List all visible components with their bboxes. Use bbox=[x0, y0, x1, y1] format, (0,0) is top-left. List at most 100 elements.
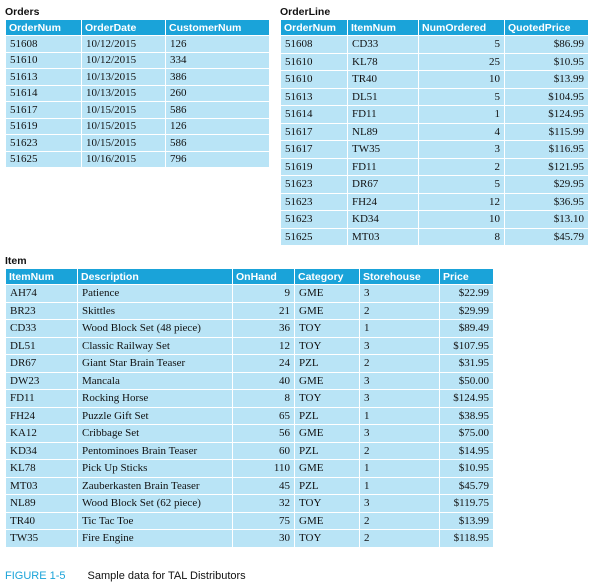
cell-onhand: 30 bbox=[232, 529, 295, 548]
cell-price: $38.95 bbox=[439, 406, 494, 425]
table-row: DW23 Mancala 40 GME 3 $50.00 bbox=[5, 371, 494, 390]
cell-description: Classic Railway Set bbox=[77, 336, 233, 355]
cell-itemnum: FH24 bbox=[5, 406, 78, 425]
cell-onhand: 12 bbox=[232, 336, 295, 355]
cell-description: Puzzle Gift Set bbox=[77, 406, 233, 425]
cell-ordernum: 51623 bbox=[5, 134, 82, 152]
cell-category: PZL bbox=[294, 441, 360, 460]
cell-price: $14.95 bbox=[439, 441, 494, 460]
cell-itemnum: TW35 bbox=[347, 140, 419, 159]
cell-description: Pick Up Sticks bbox=[77, 459, 233, 478]
cell-description: Pentominoes Brain Teaser bbox=[77, 441, 233, 460]
table-row: 51614 FD11 1 $124.95 bbox=[280, 105, 589, 124]
figure-caption-text: Sample data for TAL Distributors bbox=[87, 570, 246, 582]
cell-itemnum: MT03 bbox=[5, 476, 78, 495]
cell-ordernum: 51617 bbox=[5, 101, 82, 119]
cell-itemnum: FD11 bbox=[5, 389, 78, 408]
cell-price: $107.95 bbox=[439, 336, 494, 355]
cell-customernum: 586 bbox=[165, 101, 270, 119]
cell-itemnum: DL51 bbox=[5, 336, 78, 355]
cell-price: $22.99 bbox=[439, 284, 494, 303]
cell-description: Fire Engine bbox=[77, 529, 233, 548]
cell-customernum: 126 bbox=[165, 35, 270, 53]
table-row: AH74 Patience 9 GME 3 $22.99 bbox=[5, 284, 494, 303]
cell-category: TOY bbox=[294, 494, 360, 513]
table-row: KL78 Pick Up Sticks 110 GME 1 $10.95 bbox=[5, 459, 494, 478]
cell-storehouse: 1 bbox=[359, 319, 440, 338]
cell-itemnum: NL89 bbox=[5, 494, 78, 513]
cell-category: TOY bbox=[294, 389, 360, 408]
column-header-ordernum: OrderNum bbox=[5, 19, 82, 36]
cell-category: TOY bbox=[294, 319, 360, 338]
table-row: 51610 10/12/2015 334 bbox=[5, 51, 270, 69]
cell-orderdate: 10/13/2015 bbox=[81, 84, 166, 102]
cell-ordernum: 51608 bbox=[280, 35, 348, 54]
cell-orderdate: 10/15/2015 bbox=[81, 101, 166, 119]
column-header-ordernum: OrderNum bbox=[280, 19, 348, 36]
cell-price: $119.75 bbox=[439, 494, 494, 513]
cell-price: $10.95 bbox=[439, 459, 494, 478]
cell-ordernum: 51623 bbox=[280, 175, 348, 194]
cell-itemnum: KL78 bbox=[5, 459, 78, 478]
cell-itemnum: KD34 bbox=[5, 441, 78, 460]
cell-itemnum: BR23 bbox=[5, 301, 78, 320]
cell-itemnum: KL78 bbox=[347, 52, 419, 71]
cell-customernum: 796 bbox=[165, 150, 270, 168]
cell-description: Mancala bbox=[77, 371, 233, 390]
cell-ordernum: 51614 bbox=[280, 105, 348, 124]
cell-price: $50.00 bbox=[439, 371, 494, 390]
cell-ordernum: 51614 bbox=[5, 84, 82, 102]
table-row: 51617 TW35 3 $116.95 bbox=[280, 140, 589, 159]
orders-table-title: Orders bbox=[5, 6, 40, 18]
cell-storehouse: 3 bbox=[359, 336, 440, 355]
cell-category: PZL bbox=[294, 476, 360, 495]
column-header-description: Description bbox=[77, 268, 233, 285]
cell-customernum: 126 bbox=[165, 117, 270, 135]
column-header-storehouse: Storehouse bbox=[359, 268, 440, 285]
cell-numordered: 5 bbox=[418, 175, 505, 194]
table-row: 51619 FD11 2 $121.95 bbox=[280, 157, 589, 176]
cell-storehouse: 3 bbox=[359, 389, 440, 408]
table-row: 51623 KD34 10 $13.10 bbox=[280, 210, 589, 229]
orders-table-block: Orders OrderNum OrderDate CustomerNum 5160… bbox=[5, 6, 270, 168]
cell-quotedprice: $104.95 bbox=[504, 87, 589, 106]
cell-category: PZL bbox=[294, 406, 360, 425]
cell-itemnum: DR67 bbox=[5, 354, 78, 373]
cell-quotedprice: $116.95 bbox=[504, 140, 589, 159]
cell-storehouse: 3 bbox=[359, 371, 440, 390]
cell-numordered: 10 bbox=[418, 70, 505, 89]
cell-ordernum: 51613 bbox=[5, 68, 82, 86]
cell-itemnum: TR40 bbox=[347, 70, 419, 89]
cell-customernum: 386 bbox=[165, 68, 270, 86]
table-row: KA12 Cribbage Set 56 GME 3 $75.00 bbox=[5, 424, 494, 443]
table-row: 51613 DL51 5 $104.95 bbox=[280, 87, 589, 106]
cell-itemnum: CD33 bbox=[5, 319, 78, 338]
table-row: 51623 FH24 12 $36.95 bbox=[280, 192, 589, 211]
item-table: ItemNum Description OnHand Category Storehou… bbox=[5, 268, 494, 548]
cell-quotedprice: $86.99 bbox=[504, 35, 589, 54]
cell-price: $29.99 bbox=[439, 301, 494, 320]
item-table-block: Item ItemNum Description OnHand Category Sto… bbox=[5, 255, 494, 548]
cell-onhand: 56 bbox=[232, 424, 295, 443]
cell-itemnum: FH24 bbox=[347, 192, 419, 211]
cell-numordered: 5 bbox=[418, 35, 505, 54]
table-row: NL89 Wood Block Set (62 piece) 32 TOY 3 $119.… bbox=[5, 494, 494, 513]
cell-storehouse: 3 bbox=[359, 494, 440, 513]
table-row: 51608 CD33 5 $86.99 bbox=[280, 35, 589, 54]
cell-itemnum: NL89 bbox=[347, 122, 419, 141]
table-row: 51625 10/16/2015 796 bbox=[5, 150, 270, 168]
cell-storehouse: 2 bbox=[359, 301, 440, 320]
item-table-title: Item bbox=[5, 255, 27, 267]
table-row: KD34 Pentominoes Brain Teaser 60 PZL 2 $14.95 bbox=[5, 441, 494, 460]
cell-storehouse: 3 bbox=[359, 284, 440, 303]
column-header-itemnum: ItemNum bbox=[5, 268, 78, 285]
cell-ordernum: 51610 bbox=[5, 51, 82, 69]
cell-onhand: 75 bbox=[232, 511, 295, 530]
cell-description: Tic Tac Toe bbox=[77, 511, 233, 530]
cell-description: Rocking Horse bbox=[77, 389, 233, 408]
cell-quotedprice: $45.79 bbox=[504, 227, 589, 246]
cell-ordernum: 51619 bbox=[280, 157, 348, 176]
cell-description: Cribbage Set bbox=[77, 424, 233, 443]
cell-onhand: 24 bbox=[232, 354, 295, 373]
cell-quotedprice: $121.95 bbox=[504, 157, 589, 176]
